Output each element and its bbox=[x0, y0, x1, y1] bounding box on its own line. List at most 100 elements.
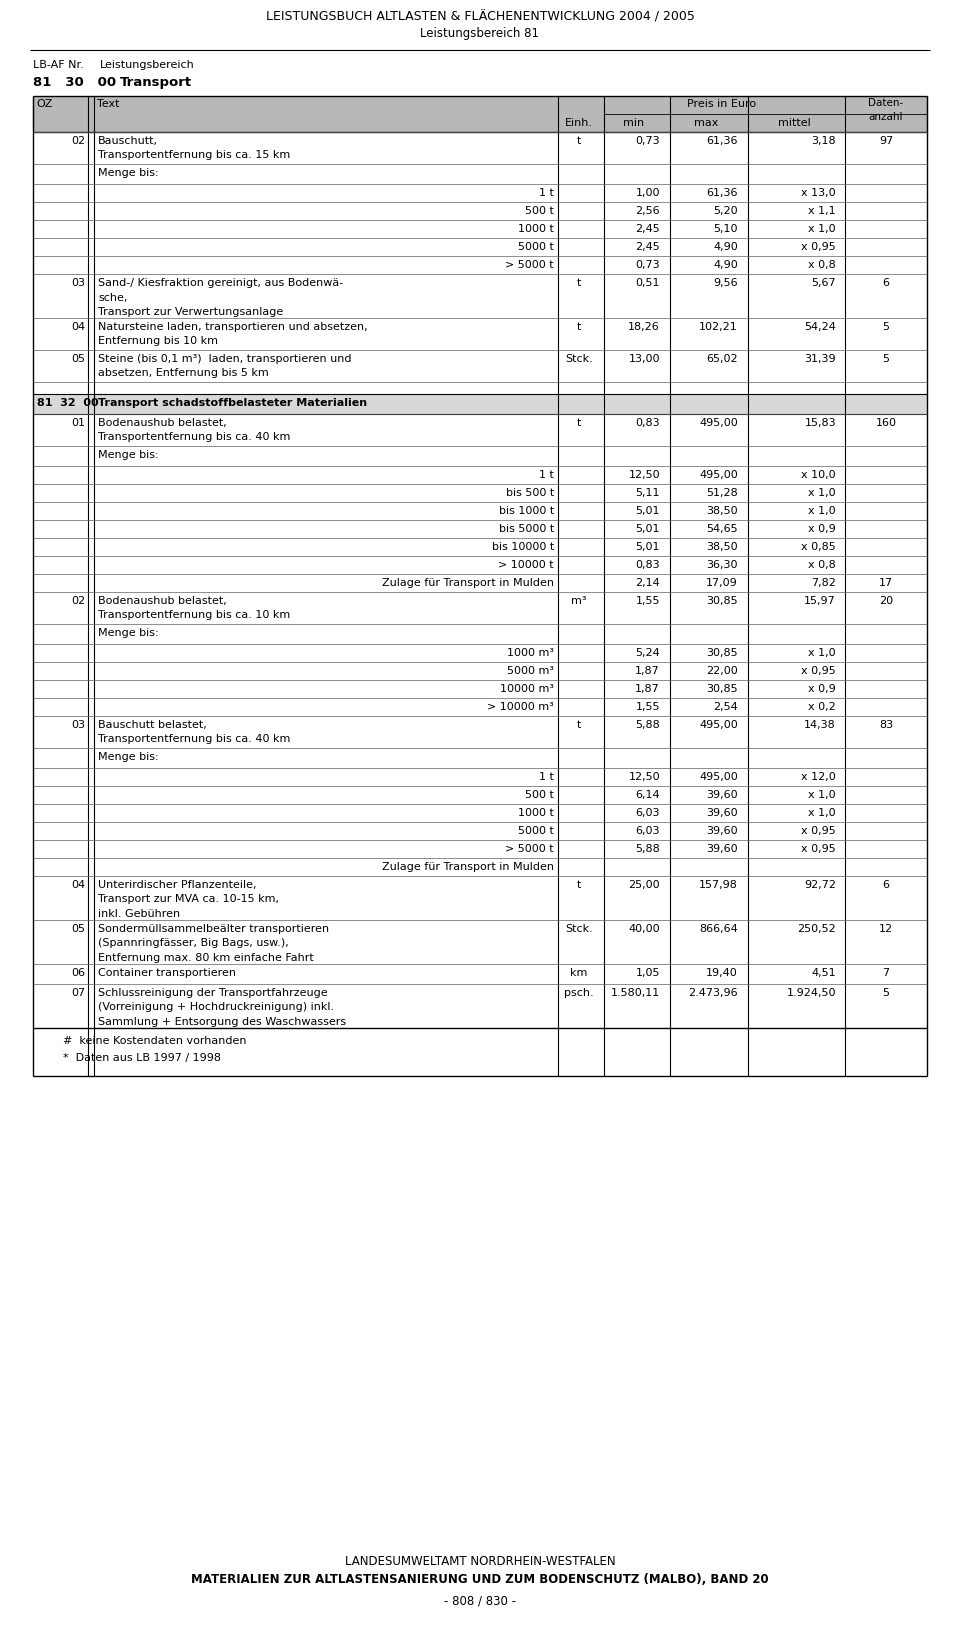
Text: 1,55: 1,55 bbox=[636, 702, 660, 712]
Text: 500 t: 500 t bbox=[525, 790, 554, 799]
Text: 38,50: 38,50 bbox=[707, 507, 738, 517]
Text: 1 t: 1 t bbox=[540, 188, 554, 197]
Text: 160: 160 bbox=[876, 418, 897, 428]
Text: Menge bis:: Menge bis: bbox=[98, 451, 158, 461]
Text: 31,39: 31,39 bbox=[804, 354, 836, 364]
Text: t: t bbox=[577, 880, 581, 890]
Text: Sondermüllsammelbeälter transportieren: Sondermüllsammelbeälter transportieren bbox=[98, 924, 329, 934]
Text: Bodenaushub belastet,: Bodenaushub belastet, bbox=[98, 418, 227, 428]
Text: 01: 01 bbox=[71, 418, 85, 428]
Text: x 1,1: x 1,1 bbox=[808, 206, 836, 215]
Text: 6,03: 6,03 bbox=[636, 826, 660, 836]
Text: 0,73: 0,73 bbox=[636, 137, 660, 146]
Text: Container transportieren: Container transportieren bbox=[98, 967, 236, 979]
Text: psch.: psch. bbox=[564, 989, 594, 999]
Text: 7: 7 bbox=[882, 967, 890, 979]
Text: (Vorreinigung + Hochdruckreinigung) inkl.: (Vorreinigung + Hochdruckreinigung) inkl… bbox=[98, 1002, 334, 1013]
Text: 36,30: 36,30 bbox=[707, 559, 738, 571]
Text: 6,14: 6,14 bbox=[636, 790, 660, 799]
Text: 81   30   00: 81 30 00 bbox=[33, 76, 116, 89]
Text: 1 t: 1 t bbox=[540, 772, 554, 781]
Text: 5,01: 5,01 bbox=[636, 541, 660, 553]
Text: t: t bbox=[577, 418, 581, 428]
Text: 0,83: 0,83 bbox=[636, 418, 660, 428]
Text: 1000 t: 1000 t bbox=[518, 224, 554, 234]
Text: 30,85: 30,85 bbox=[707, 648, 738, 658]
Text: #  keine Kostendaten vorhanden: # keine Kostendaten vorhanden bbox=[63, 1036, 247, 1046]
Text: 19,40: 19,40 bbox=[707, 967, 738, 979]
Text: anzahl: anzahl bbox=[869, 112, 903, 122]
Text: 39,60: 39,60 bbox=[707, 844, 738, 854]
Text: Entfernung bis 10 km: Entfernung bis 10 km bbox=[98, 337, 218, 347]
Text: 65,02: 65,02 bbox=[707, 354, 738, 364]
Text: Transport zur Verwertungsanlage: Transport zur Verwertungsanlage bbox=[98, 308, 283, 317]
Text: 2,45: 2,45 bbox=[636, 224, 660, 234]
Text: t: t bbox=[577, 721, 581, 730]
Text: 83: 83 bbox=[879, 721, 893, 730]
Text: Transport zur MVA ca. 10-15 km,: Transport zur MVA ca. 10-15 km, bbox=[98, 895, 279, 905]
Text: t: t bbox=[577, 322, 581, 332]
Text: 1 t: 1 t bbox=[540, 470, 554, 480]
Text: 0,51: 0,51 bbox=[636, 278, 660, 288]
Text: 5,67: 5,67 bbox=[811, 278, 836, 288]
Text: 25,00: 25,00 bbox=[629, 880, 660, 890]
Text: 05: 05 bbox=[71, 924, 85, 934]
Text: Daten-: Daten- bbox=[869, 99, 903, 109]
Text: absetzen, Entfernung bis 5 km: absetzen, Entfernung bis 5 km bbox=[98, 368, 269, 378]
Text: Leistungsbereich: Leistungsbereich bbox=[100, 59, 195, 71]
Text: 2,45: 2,45 bbox=[636, 242, 660, 252]
Text: (Spannringfässer, Big Bags, usw.),: (Spannringfässer, Big Bags, usw.), bbox=[98, 939, 289, 949]
Text: 13,00: 13,00 bbox=[629, 354, 660, 364]
Text: 12,50: 12,50 bbox=[629, 772, 660, 781]
Text: x 0,95: x 0,95 bbox=[802, 666, 836, 676]
Text: Stck.: Stck. bbox=[565, 354, 593, 364]
Text: Transportentfernung bis ca. 15 km: Transportentfernung bis ca. 15 km bbox=[98, 150, 290, 161]
Text: > 10000 t: > 10000 t bbox=[498, 559, 554, 571]
Text: 02: 02 bbox=[71, 595, 85, 605]
Text: x 0,85: x 0,85 bbox=[802, 541, 836, 553]
Text: 495,00: 495,00 bbox=[699, 721, 738, 730]
Text: OZ: OZ bbox=[36, 99, 53, 109]
Text: x 1,0: x 1,0 bbox=[808, 808, 836, 818]
Text: 39,60: 39,60 bbox=[707, 790, 738, 799]
Text: 97: 97 bbox=[878, 137, 893, 146]
Text: Stck.: Stck. bbox=[565, 924, 593, 934]
Text: 2,14: 2,14 bbox=[636, 577, 660, 587]
Text: x 1,0: x 1,0 bbox=[808, 790, 836, 799]
Text: 1000 m³: 1000 m³ bbox=[507, 648, 554, 658]
Text: 3,18: 3,18 bbox=[811, 137, 836, 146]
Text: 102,21: 102,21 bbox=[699, 322, 738, 332]
Text: mittel: mittel bbox=[778, 118, 810, 128]
Text: *  Daten aus LB 1997 / 1998: * Daten aus LB 1997 / 1998 bbox=[63, 1053, 221, 1064]
Text: 7,82: 7,82 bbox=[811, 577, 836, 587]
Text: LEISTUNGSBUCH ALTLASTEN & FLÄCHENENTWICKLUNG 2004 / 2005: LEISTUNGSBUCH ALTLASTEN & FLÄCHENENTWICK… bbox=[266, 10, 694, 23]
Text: 0,73: 0,73 bbox=[636, 260, 660, 270]
Text: 10000 m³: 10000 m³ bbox=[500, 684, 554, 694]
Text: 12: 12 bbox=[879, 924, 893, 934]
Text: 39,60: 39,60 bbox=[707, 808, 738, 818]
Text: bis 500 t: bis 500 t bbox=[506, 489, 554, 498]
Text: 1.924,50: 1.924,50 bbox=[786, 989, 836, 999]
Text: Zulage für Transport in Mulden: Zulage für Transport in Mulden bbox=[382, 577, 554, 587]
Text: 5,01: 5,01 bbox=[636, 507, 660, 517]
Text: 15,83: 15,83 bbox=[804, 418, 836, 428]
Text: Transportentfernung bis ca. 10 km: Transportentfernung bis ca. 10 km bbox=[98, 610, 290, 620]
Text: 40,00: 40,00 bbox=[629, 924, 660, 934]
Text: 5,11: 5,11 bbox=[636, 489, 660, 498]
Text: 81  32  00: 81 32 00 bbox=[37, 398, 99, 408]
Text: 04: 04 bbox=[71, 880, 85, 890]
Text: 12,50: 12,50 bbox=[629, 470, 660, 480]
Text: 38,50: 38,50 bbox=[707, 541, 738, 553]
Text: 4,90: 4,90 bbox=[713, 260, 738, 270]
Text: 07: 07 bbox=[71, 989, 85, 999]
Text: km: km bbox=[570, 967, 588, 979]
Text: MATERIALIEN ZUR ALTLASTENSANIERUNG UND ZUM BODENSCHUTZ (MALBO), BAND 20: MATERIALIEN ZUR ALTLASTENSANIERUNG UND Z… bbox=[191, 1573, 769, 1586]
Text: - 808 / 830 -: - 808 / 830 - bbox=[444, 1596, 516, 1609]
Text: 5000 m³: 5000 m³ bbox=[507, 666, 554, 676]
Text: 05: 05 bbox=[71, 354, 85, 364]
Text: 1.580,11: 1.580,11 bbox=[611, 989, 660, 999]
Text: 1,05: 1,05 bbox=[636, 967, 660, 979]
Text: Leistungsbereich 81: Leistungsbereich 81 bbox=[420, 26, 540, 39]
Text: t: t bbox=[577, 137, 581, 146]
Text: Preis in Euro: Preis in Euro bbox=[687, 99, 756, 109]
